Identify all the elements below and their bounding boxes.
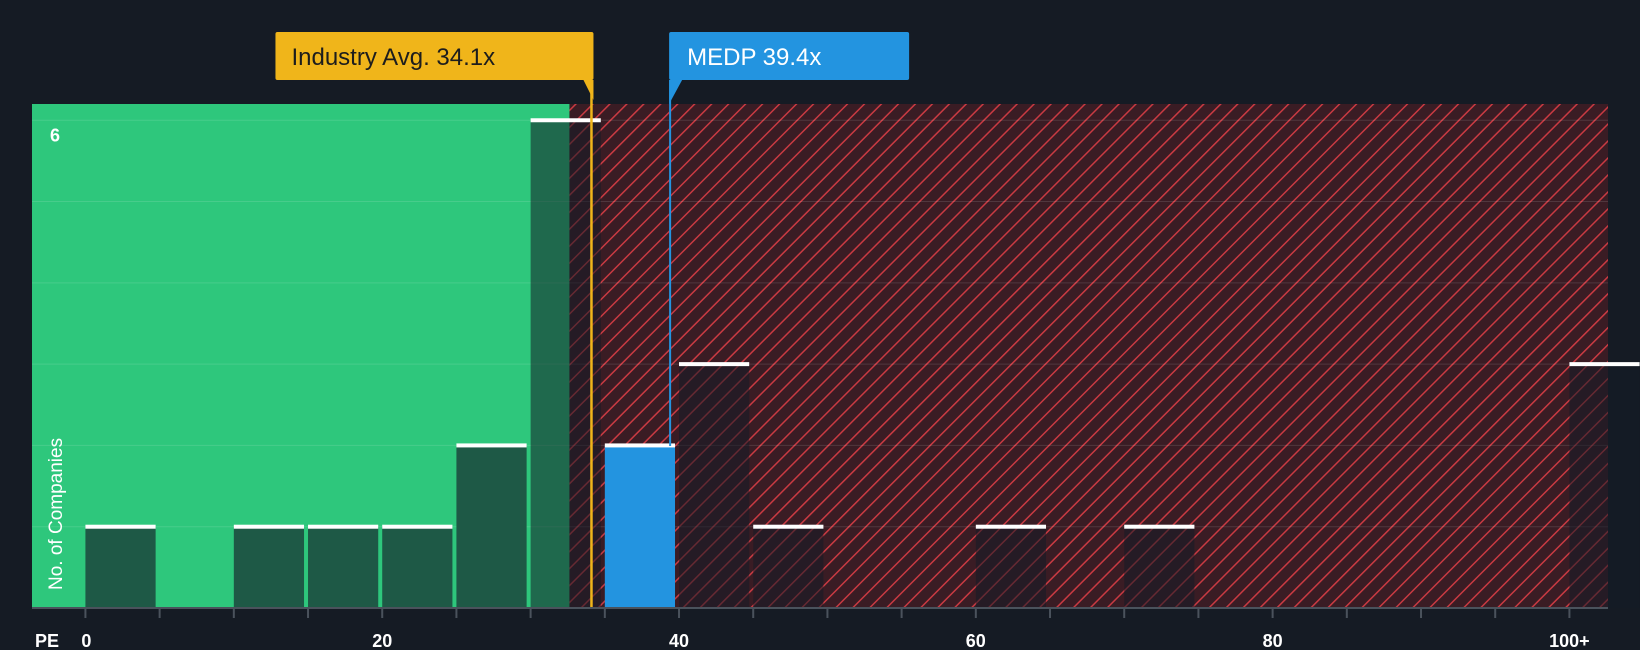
y-tick-label: 6: [50, 125, 60, 145]
histogram-bar: [456, 445, 527, 608]
histogram-bar: [753, 526, 824, 608]
industry-avg-pointer: [583, 80, 594, 100]
histogram-bar: [308, 526, 379, 608]
histogram-bar-cap: [1569, 362, 1640, 367]
histogram-bar: [233, 526, 305, 608]
x-tick-label: 80: [1263, 631, 1283, 650]
histogram-bar-cap: [530, 118, 601, 123]
histogram-bar: [382, 526, 453, 608]
x-tick-label: 20: [372, 631, 392, 650]
histogram-bar: [530, 120, 601, 609]
company-pe-label: MEDP 39.4x: [687, 44, 821, 71]
x-tick-label: 40: [669, 631, 689, 650]
y-axis-label: No. of Companies: [46, 438, 67, 590]
histogram-bar: [85, 526, 156, 608]
x-axis-label: PE: [35, 631, 59, 650]
histogram-bar: [1569, 364, 1640, 608]
x-tick-label: 60: [966, 631, 986, 650]
histogram-bar-cap: [308, 524, 379, 529]
industry-avg-label: Industry Avg. 34.1x: [291, 44, 495, 71]
histogram-bar: [604, 445, 676, 608]
x-tick-label: 100+: [1549, 631, 1590, 650]
histogram-bar-cap: [85, 524, 156, 529]
histogram-bar: [975, 526, 1047, 608]
histogram-bar-cap: [233, 524, 305, 529]
histogram-bar-cap: [456, 443, 527, 448]
histogram-bar-cap: [753, 524, 824, 529]
histogram-bar-cap: [1124, 524, 1195, 529]
histogram-bar-cap: [975, 524, 1047, 529]
company-pe-callout: [669, 32, 910, 80]
x-tick-label: 0: [81, 631, 91, 650]
histogram-bar-cap: [679, 362, 750, 367]
company-pe-pointer: [669, 80, 683, 104]
histogram-bar: [1124, 526, 1195, 608]
histogram-bar: [679, 364, 750, 608]
histogram-bar-cap: [604, 443, 676, 448]
industry-avg-callout: [275, 32, 594, 80]
histogram-bar-cap: [382, 524, 453, 529]
